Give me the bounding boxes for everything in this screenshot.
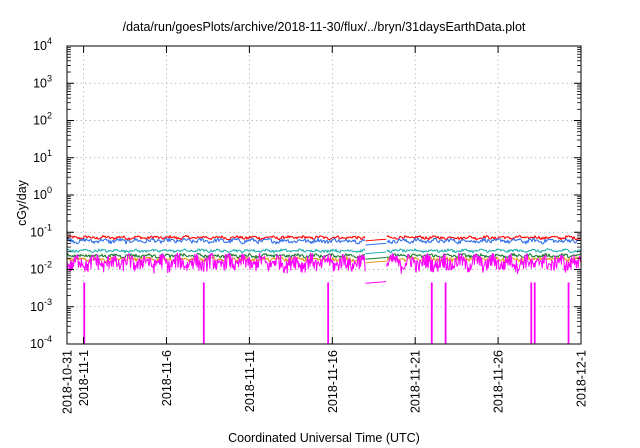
x-tick-label: 2018-11-11 <box>243 350 257 412</box>
y-tick-label-exponent: 2 <box>47 111 52 121</box>
series-line <box>66 252 582 259</box>
y-axis-label: cGy/day <box>15 179 29 226</box>
x-tick-label: 2018-10-31 <box>61 350 75 414</box>
y-tick-label-exponent: -4 <box>44 334 52 344</box>
x-tick-label: 2018-11-21 <box>409 350 423 413</box>
x-tick-label: 2018-11-26 <box>492 350 506 413</box>
series-gap-connector <box>365 238 387 242</box>
chart-title: /data/run/goesPlots/archive/2018-11-30/f… <box>123 20 526 34</box>
x-tick-label: 2018-11-6 <box>160 350 174 406</box>
y-tick-label-base: 10 <box>33 114 47 128</box>
ticks <box>66 45 582 345</box>
y-tick-label-exponent: 1 <box>47 148 52 158</box>
series-gap-connector <box>365 256 387 260</box>
y-tick-label-exponent: 0 <box>47 185 52 195</box>
y-tick-label: 10-2 <box>30 260 52 277</box>
y-tick-label: 101 <box>33 148 52 165</box>
y-tick-label: 10-4 <box>30 334 52 351</box>
x-tick-label: 2018-11-1 <box>77 350 91 406</box>
y-tick-label-base: 10 <box>30 263 44 277</box>
y-tick-label-base: 10 <box>33 76 47 90</box>
y-tick-label-exponent: 3 <box>47 73 52 83</box>
series-line <box>66 252 582 274</box>
y-tick-label-base: 10 <box>30 300 44 314</box>
y-tick-label: 100 <box>33 185 52 202</box>
y-tick-label: 104 <box>33 36 52 53</box>
y-tick-label: 10-3 <box>30 297 52 314</box>
series-layer <box>66 234 582 344</box>
y-tick-label: 102 <box>33 111 52 128</box>
x-tick-label: 2018-12-1 <box>575 350 589 407</box>
series-line <box>66 234 582 241</box>
y-tick-label: 10-1 <box>30 222 52 239</box>
y-tick-label: 103 <box>33 73 52 90</box>
grid <box>67 46 581 344</box>
y-tick-label-base: 10 <box>33 188 47 202</box>
x-axis-label: Coordinated Universal Time (UTC) <box>228 431 420 445</box>
series-line <box>66 248 582 254</box>
y-tick-label-exponent: -1 <box>44 222 52 232</box>
y-tick-label-base: 10 <box>30 337 44 351</box>
y-tick-label-exponent: 4 <box>47 36 52 46</box>
y-tick-label-base: 10 <box>33 39 47 53</box>
x-tick-label: 2018-11-16 <box>326 350 340 413</box>
x-tick-labels: 2018-10-31 2018-11-1 2018-11-6 2018-11-11 20… <box>61 350 589 414</box>
series-gap-connector <box>365 260 387 264</box>
series-gap-connector <box>365 242 387 246</box>
y-tick-label-base: 10 <box>30 225 44 239</box>
y-tick-label-exponent: -2 <box>44 260 52 270</box>
series-gap-connector <box>365 251 387 255</box>
y-tick-label-base: 10 <box>33 151 47 165</box>
series-line <box>66 237 582 245</box>
y-tick-label-exponent: -3 <box>44 297 52 307</box>
series-gap-connector <box>365 281 387 284</box>
